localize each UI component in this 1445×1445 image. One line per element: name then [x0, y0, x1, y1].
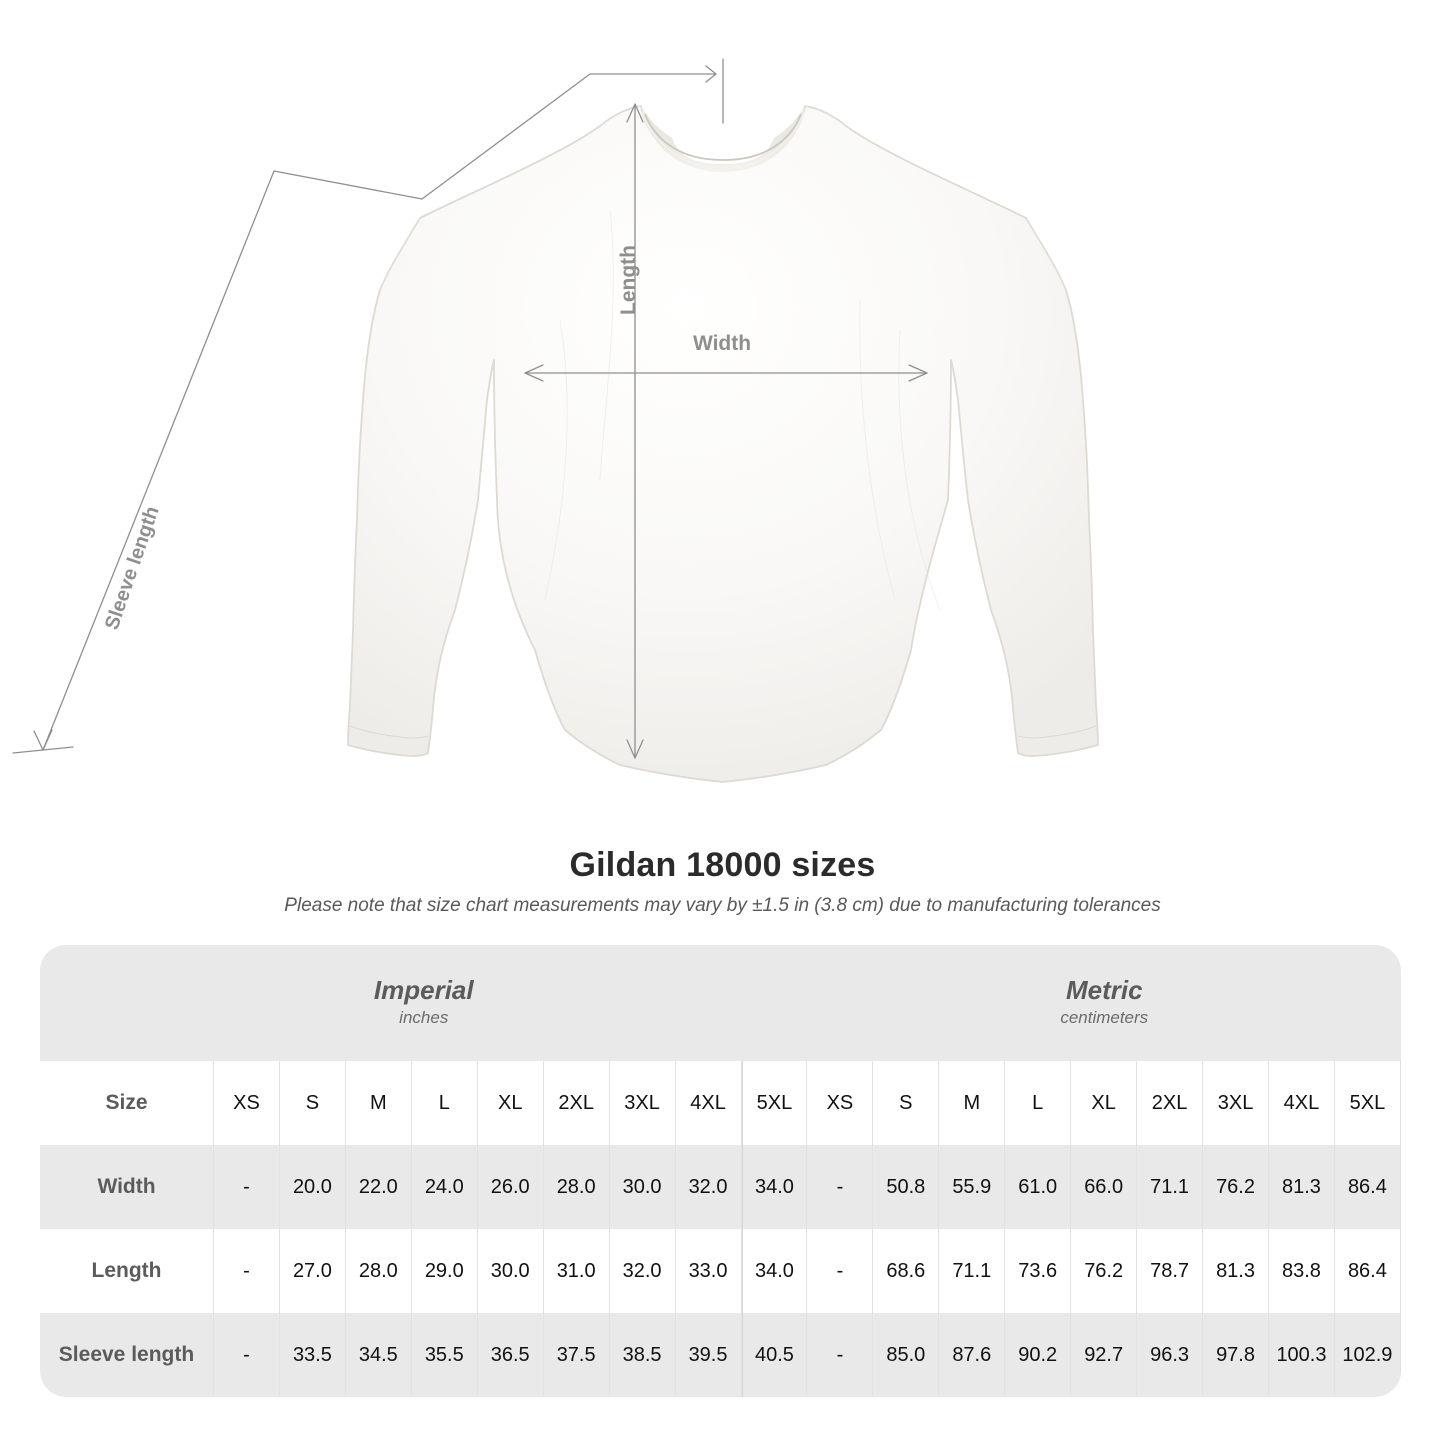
svg-text:Width: Width — [693, 332, 751, 355]
svg-text:Sleeve length: Sleeve length — [101, 504, 164, 633]
svg-text:Length: Length — [617, 245, 640, 315]
